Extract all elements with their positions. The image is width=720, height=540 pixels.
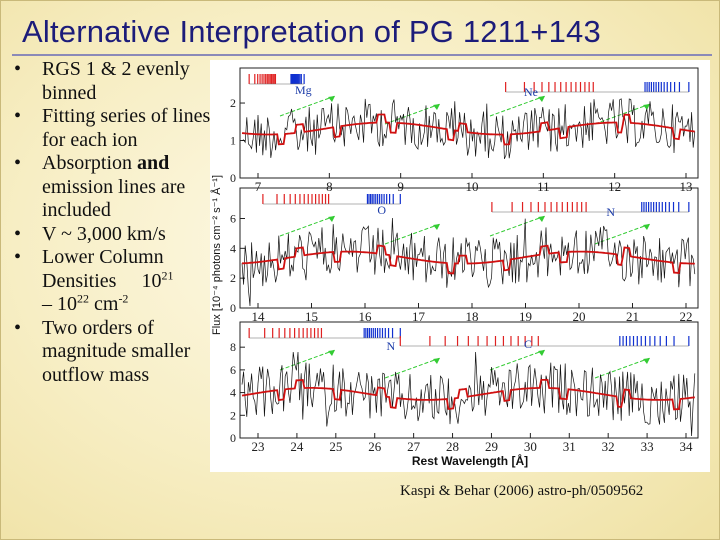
title-divider <box>12 54 712 56</box>
observed-spectrum <box>241 98 696 160</box>
bullet-dot-icon: • <box>14 105 22 127</box>
slide-title: Alternative Interpretation of PG 1211+14… <box>22 14 601 49</box>
arrow-head-icon <box>538 350 545 356</box>
bullet-item: • Fitting series of lines for each ion <box>14 105 211 151</box>
x-tick-label: 15 <box>305 309 318 324</box>
guide-arrow <box>594 103 651 125</box>
x-tick-label: 10 <box>466 179 479 194</box>
arrow-head-icon <box>328 96 335 102</box>
model-spectrum <box>241 113 695 146</box>
arrow-head-icon <box>538 216 545 222</box>
bullet-dot-icon: • <box>14 152 22 174</box>
arrow-head-icon <box>643 358 650 364</box>
guide-arrow <box>279 215 336 237</box>
bullet-dot-icon: • <box>14 246 22 268</box>
guide-arrow <box>384 357 441 379</box>
bullet-item: • RGS 1 & 2 evenly binned <box>14 58 190 104</box>
bullet-dot-icon: • <box>14 316 22 339</box>
x-tick-label: 23 <box>252 439 265 454</box>
y-axis-label: Flux [10⁻⁴ photons cm⁻² s⁻¹ Å⁻¹] <box>210 175 223 335</box>
x-tick-label: 16 <box>359 309 373 324</box>
x-tick-label: 13 <box>680 179 693 194</box>
y-tick-label: 0 <box>230 301 236 315</box>
guide-arrow <box>384 223 441 245</box>
y-tick-label: 0 <box>230 431 236 445</box>
panel-frame <box>239 321 699 439</box>
arrow-head-icon <box>433 224 440 230</box>
x-tick-label: 26 <box>368 439 382 454</box>
arrow-head-icon <box>433 104 440 110</box>
bullet-dot-icon: • <box>14 222 22 245</box>
bullet-item: • Absorption and emission lines are inclu… <box>14 152 186 221</box>
x-tick-label: 29 <box>485 439 498 454</box>
x-tick-label: 12 <box>608 179 621 194</box>
ion-label: O <box>377 203 386 217</box>
x-tick-label: 9 <box>397 179 404 194</box>
ion-label: N <box>387 339 396 353</box>
x-tick-label: 22 <box>680 309 693 324</box>
citation: Kaspi & Behar (2006) astro-ph/0509562 <box>400 483 644 499</box>
bullet-list: • RGS 1 & 2 evenly binned • Fitting series… <box>14 58 224 387</box>
arrow-head-icon <box>328 350 335 356</box>
x-tick-label: 28 <box>446 439 459 454</box>
y-tick-label: 4 <box>230 241 236 255</box>
y-tick-label: 4 <box>230 386 236 400</box>
y-tick-label: 8 <box>230 340 236 354</box>
x-tick-label: 24 <box>290 439 304 454</box>
bullet-item: • V ~ 3,000 km/s <box>14 222 166 245</box>
y-tick-label: 1 <box>230 134 236 148</box>
x-tick-label: 11 <box>537 179 550 194</box>
arrow-head-icon <box>538 96 545 102</box>
y-tick-label: 6 <box>230 211 236 225</box>
y-tick-label: 2 <box>230 96 236 110</box>
x-tick-label: 8 <box>326 179 333 194</box>
guide-arrow <box>489 215 546 237</box>
x-tick-label: 17 <box>412 309 426 324</box>
ion-label: C <box>524 337 532 351</box>
x-tick-label: 27 <box>407 439 421 454</box>
guide-arrow <box>384 103 441 125</box>
ion-label: Ne <box>524 85 538 99</box>
bullet-item: • Two orders of magnitude smaller outflow… <box>14 316 191 386</box>
observed-spectrum <box>241 217 696 307</box>
guide-arrow <box>279 349 336 371</box>
x-tick-label: 30 <box>524 439 537 454</box>
ion-label: Mg <box>295 83 312 97</box>
y-tick-label: 2 <box>230 271 236 285</box>
arrow-head-icon <box>433 358 440 364</box>
y-tick-label: 0 <box>230 171 236 185</box>
x-tick-label: 20 <box>573 309 586 324</box>
x-tick-label: 33 <box>641 439 654 454</box>
y-tick-label: 2 <box>230 408 236 422</box>
x-tick-label: 7 <box>255 179 262 194</box>
bullet-dot-icon: • <box>14 58 22 80</box>
model-spectrum <box>241 379 695 411</box>
observed-spectrum <box>241 351 696 437</box>
ion-label: N <box>606 205 615 219</box>
arrow-head-icon <box>328 216 335 222</box>
x-tick-label: 18 <box>466 309 479 324</box>
x-tick-label: 31 <box>563 439 576 454</box>
x-tick-label: 32 <box>602 439 615 454</box>
guide-arrow <box>489 95 546 117</box>
bullet-item: • Lower Column Densities 1021– 1022 cm-2 <box>14 246 174 315</box>
model-spectrum <box>242 244 695 275</box>
x-tick-label: 21 <box>626 309 639 324</box>
panel-frame <box>239 67 699 179</box>
y-tick-label: 6 <box>230 363 236 377</box>
guide-arrow <box>594 223 651 245</box>
arrow-head-icon <box>643 224 650 230</box>
spectrum-figure: 0 1 2 7 8 9 10 11 12 13 Mg Ne 0 2 4 6 14 15 16 17 18 19 20 21 22… <box>210 60 710 472</box>
x-tick-label: 25 <box>329 439 342 454</box>
x-tick-label: 19 <box>519 309 532 324</box>
x-tick-label: 34 <box>680 439 694 454</box>
x-tick-label: 14 <box>252 309 266 324</box>
arrow-head-icon <box>643 104 650 110</box>
x-axis-label: Rest Wavelength [Å] <box>412 453 528 468</box>
guide-arrow <box>594 357 651 379</box>
guide-arrow <box>489 349 546 371</box>
guide-arrow <box>279 95 336 117</box>
